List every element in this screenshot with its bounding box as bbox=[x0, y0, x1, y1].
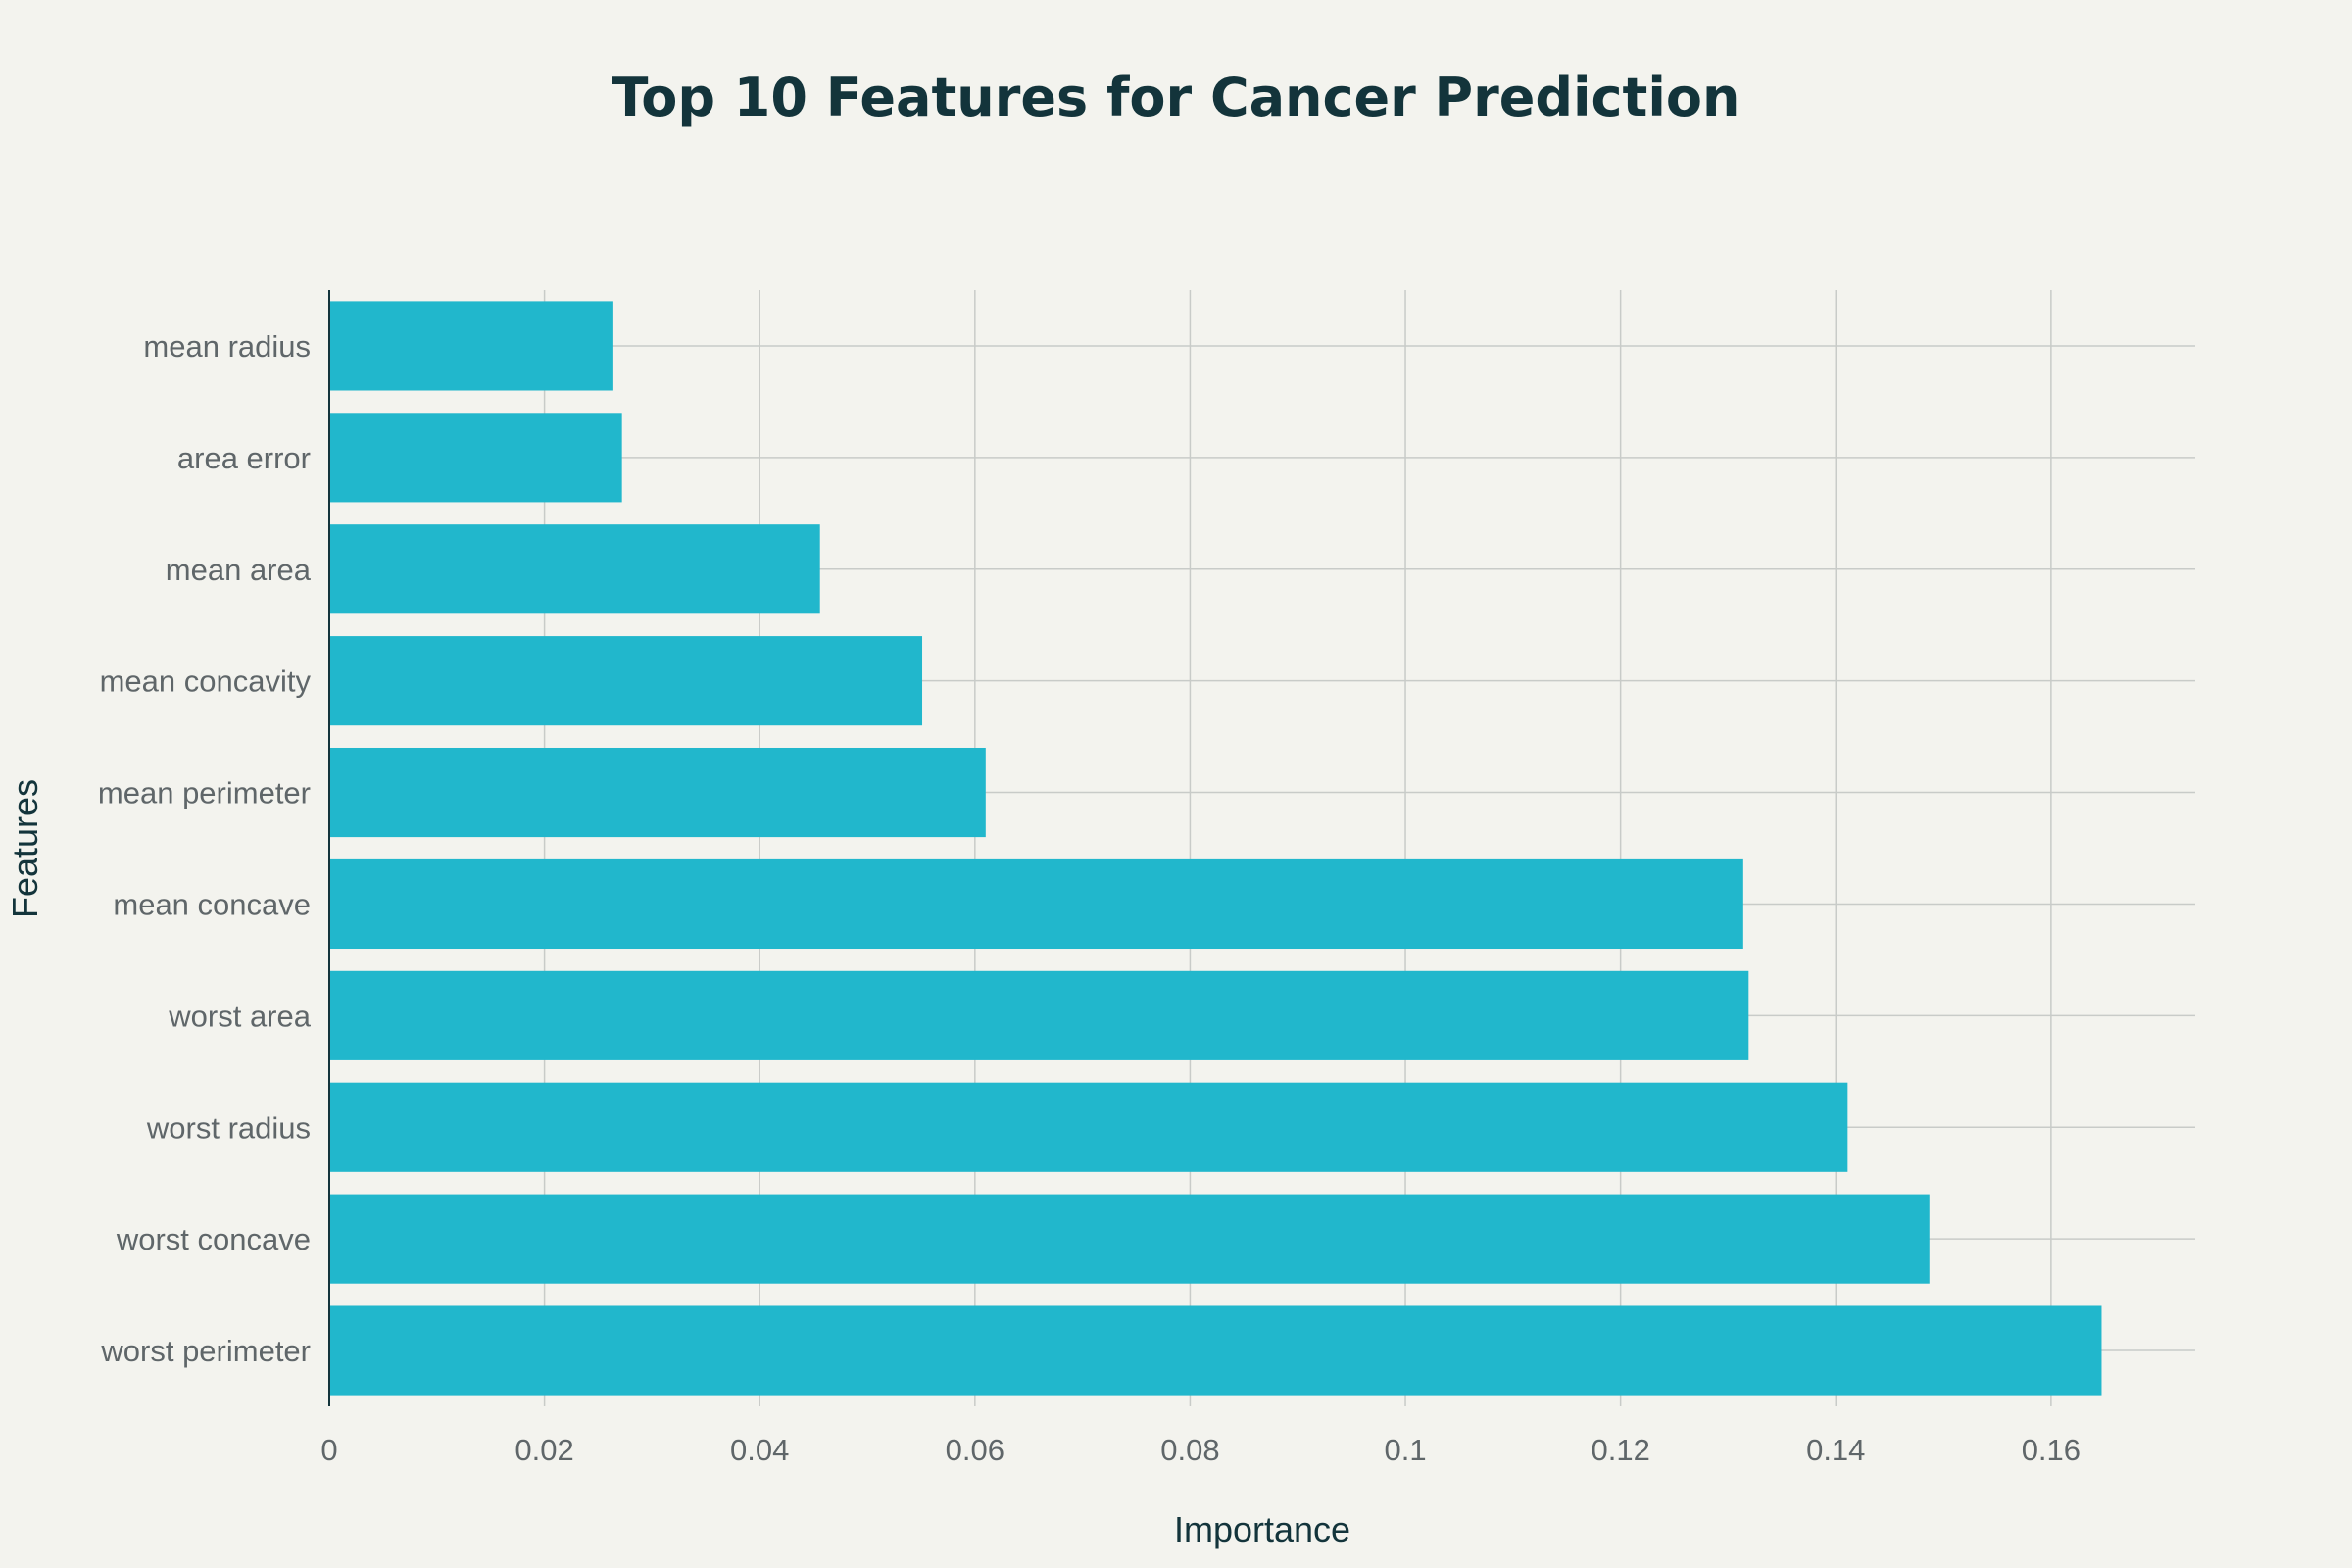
y-tick-labels: mean radius area error mean area mean conca… bbox=[98, 329, 312, 1368]
x-tick-label: 0.12 bbox=[1591, 1433, 1649, 1467]
y-tick-label: worst concave bbox=[116, 1222, 311, 1256]
x-tick-label: 0.14 bbox=[1806, 1433, 1865, 1467]
bar bbox=[329, 524, 820, 614]
x-axis-title: Importance bbox=[1174, 1509, 1350, 1549]
y-tick-label: area error bbox=[177, 441, 311, 475]
x-tick-label: 0.06 bbox=[946, 1433, 1004, 1467]
y-tick-label: mean area bbox=[166, 553, 312, 587]
x-tick-label: 0.16 bbox=[2022, 1433, 2081, 1467]
bar bbox=[329, 970, 1749, 1060]
y-tick-label: worst perimeter bbox=[100, 1334, 311, 1368]
bar bbox=[329, 636, 923, 726]
chart-title: Top 10 Features for Cancer Prediction bbox=[612, 67, 1740, 128]
y-axis-title: Features bbox=[5, 779, 45, 918]
bar bbox=[329, 1305, 2102, 1396]
bar bbox=[329, 301, 613, 391]
x-tick-label: 0.1 bbox=[1384, 1433, 1426, 1467]
y-tick-label: mean perimeter bbox=[98, 776, 311, 810]
bar bbox=[329, 747, 986, 838]
x-tick-label: 0.04 bbox=[730, 1433, 789, 1467]
bar bbox=[329, 413, 622, 503]
bar bbox=[329, 1194, 1930, 1284]
bar bbox=[329, 1082, 1848, 1172]
x-tick-label: 0.08 bbox=[1160, 1433, 1219, 1467]
x-tick-labels: 0 0.02 0.04 0.06 0.08 0.1 0.12 0.14 0.16 bbox=[320, 1433, 2081, 1467]
bars bbox=[329, 301, 2102, 1396]
y-tick-label: mean radius bbox=[143, 329, 311, 364]
y-tick-label: mean concavity bbox=[100, 664, 312, 699]
x-tick-label: 0.02 bbox=[514, 1433, 573, 1467]
y-tick-label: mean concave bbox=[113, 887, 311, 921]
y-tick-label: worst radius bbox=[146, 1110, 311, 1145]
x-tick-label: 0 bbox=[320, 1433, 337, 1467]
bar bbox=[329, 858, 1743, 950]
y-tick-label: worst area bbox=[168, 999, 311, 1033]
